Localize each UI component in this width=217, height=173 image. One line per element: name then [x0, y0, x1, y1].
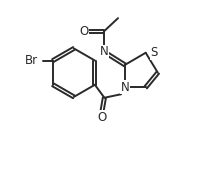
Text: Br: Br	[25, 54, 38, 67]
Text: O: O	[97, 111, 106, 124]
Text: N: N	[121, 81, 129, 94]
Text: O: O	[80, 25, 89, 38]
Text: N: N	[100, 45, 108, 58]
Text: S: S	[151, 46, 158, 59]
